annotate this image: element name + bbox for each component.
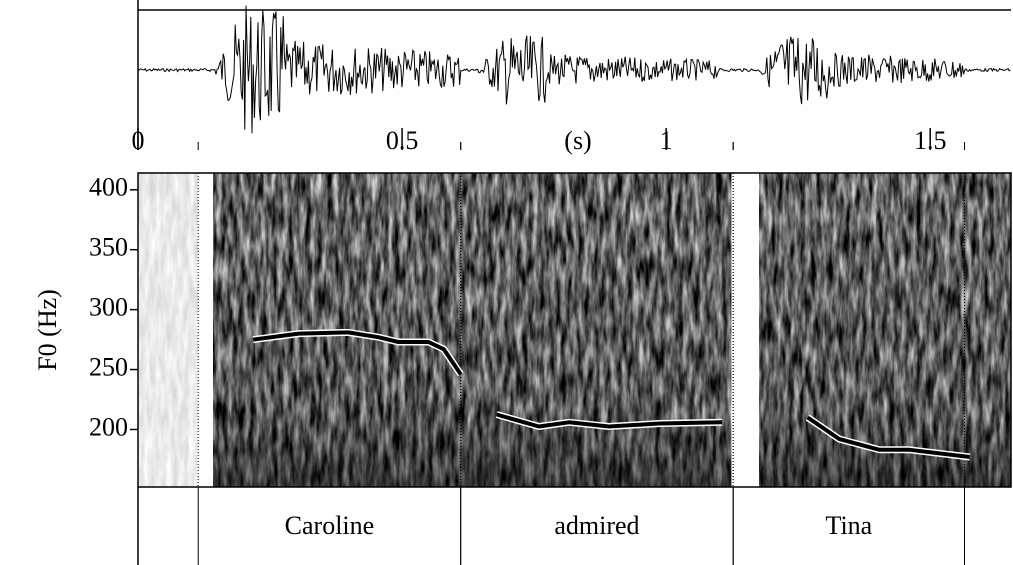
y-tick-label: 250 [89, 353, 128, 382]
y-tick-label: 200 [89, 412, 128, 441]
x-tick-label: 1 [660, 126, 673, 155]
y-axis-label: F0 (Hz) [33, 289, 62, 371]
f0-line [252, 330, 971, 459]
spectrogram-shade [759, 173, 1011, 487]
y-tick-label: 300 [89, 293, 128, 322]
interval-label: Caroline [285, 511, 375, 540]
interval-label: Tina [825, 511, 872, 540]
spectrogram-shade [213, 173, 732, 487]
x-tick-label: 1.5 [914, 126, 947, 155]
x-axis-label: (s) [564, 126, 591, 155]
frame [137, 172, 1012, 488]
interval-label: admired [554, 511, 639, 540]
waveform-trace [137, 5, 1011, 134]
waveform [137, 5, 1011, 134]
spectrogram-texture [138, 173, 198, 487]
y-tick-label: 350 [89, 233, 128, 262]
spectrogram [138, 173, 1011, 487]
x-tick-label: 0.5 [386, 126, 419, 155]
y-tick-label: 400 [89, 173, 128, 202]
x-tick-label: 0 [132, 126, 145, 155]
